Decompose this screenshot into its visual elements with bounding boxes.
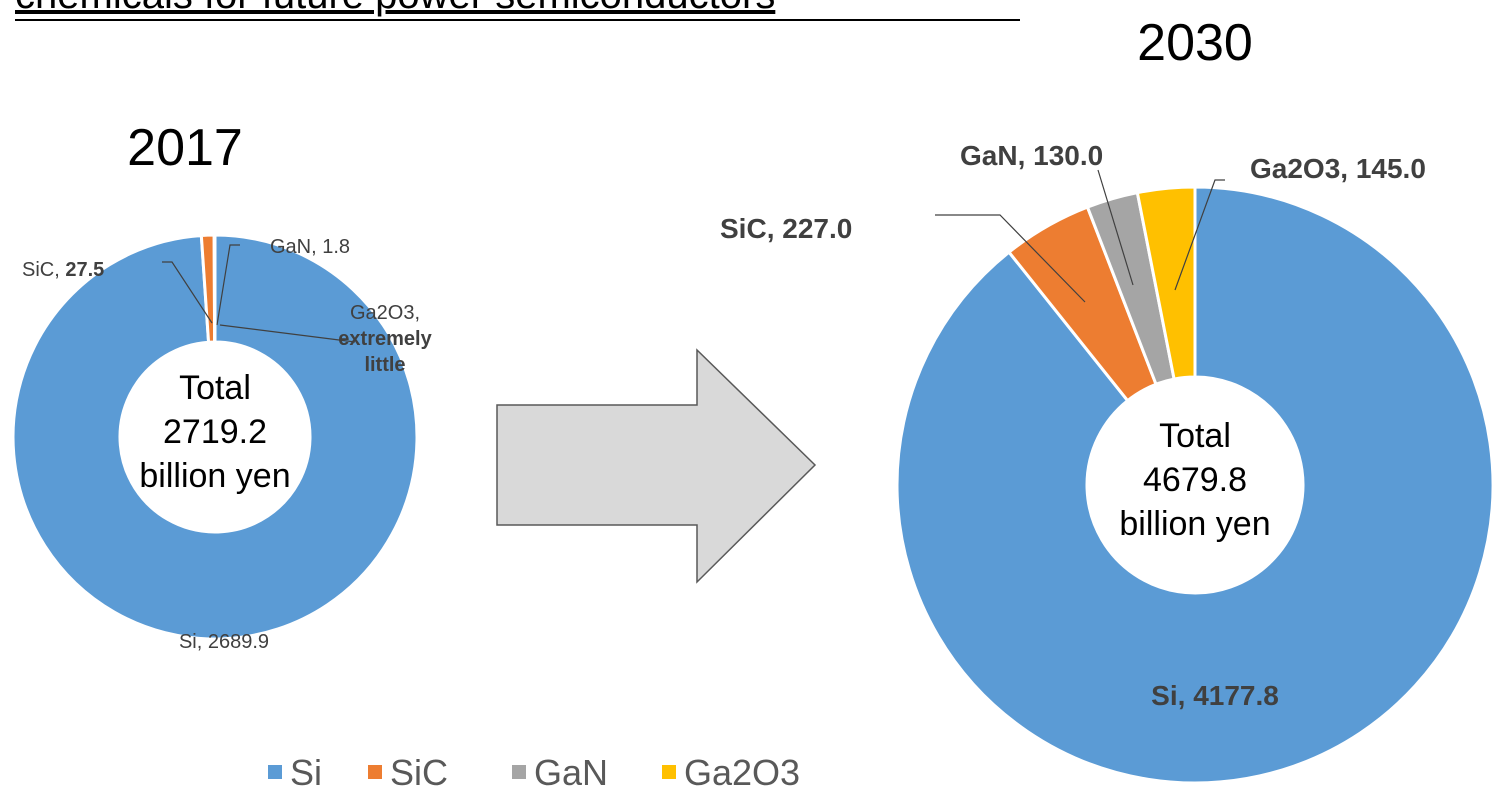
- legend-swatch: [662, 765, 676, 779]
- leader-line: [935, 214, 1086, 303]
- leader-line: [216, 244, 240, 326]
- label-name: Si: [179, 631, 197, 653]
- label-name: GaN: [960, 140, 1018, 171]
- leader-line: [162, 261, 213, 324]
- center-unit: billion yen: [1119, 505, 1270, 543]
- center-label: Total: [179, 369, 251, 407]
- center-total: 4679.8: [1143, 461, 1247, 499]
- center-label: Total: [1159, 417, 1231, 455]
- label-separator: ,: [1178, 680, 1194, 711]
- label-separator: ,: [54, 259, 65, 281]
- legend-swatch: [268, 765, 282, 779]
- label-value: extremely little: [338, 328, 432, 376]
- label-name: SiC: [720, 213, 767, 244]
- legend-label: Si: [290, 752, 322, 793]
- legend-label: Ga2O3: [684, 752, 800, 793]
- legend-label: GaN: [534, 752, 608, 793]
- donut-hole: [121, 343, 309, 531]
- label-separator: ,: [767, 213, 783, 244]
- label-separator: ,: [311, 236, 322, 258]
- legend-swatch: [368, 765, 382, 779]
- leader-line: [1174, 179, 1225, 291]
- label-value: 1.8: [322, 236, 350, 258]
- leader-line: [1097, 169, 1134, 286]
- data-label: GaN, 1.8: [270, 236, 350, 258]
- label-value: 2689.9: [208, 631, 269, 653]
- page-title: chemicals for future power semiconductor…: [15, 0, 775, 17]
- chart-title: 2030: [1137, 14, 1253, 72]
- data-label: Ga2O3, 145.0: [1250, 153, 1426, 184]
- legend-label: SiC: [390, 752, 448, 793]
- label-value: 227.0: [782, 213, 852, 244]
- data-label: Ga2O3, extremely little: [315, 300, 455, 378]
- data-label: Si, 4177.8: [1151, 680, 1279, 711]
- donut-slice: [11, 233, 419, 641]
- label-separator: ,: [1340, 153, 1356, 184]
- label-value: 27.5: [65, 259, 104, 281]
- label-value: 145.0: [1356, 153, 1426, 184]
- label-separator: ,: [1018, 140, 1034, 171]
- center-total: 2719.2: [163, 413, 267, 451]
- label-value: 130.0: [1033, 140, 1103, 171]
- data-label: SiC, 27.5: [22, 259, 104, 281]
- leader-line: [219, 324, 356, 343]
- donut-slice: [1135, 185, 1197, 381]
- label-value: 4177.8: [1193, 680, 1279, 711]
- donut-slice: [895, 185, 1492, 785]
- data-label: SiC, 227.0: [720, 213, 852, 244]
- legend-swatch: [512, 765, 526, 779]
- donut-slice: [212, 233, 217, 344]
- arrow: [496, 348, 817, 584]
- data-label: Si, 2689.9: [179, 631, 269, 653]
- label-name: Si: [1151, 680, 1177, 711]
- data-label-box: Ga2O3, extremely little: [315, 300, 455, 378]
- center-unit: billion yen: [139, 457, 290, 495]
- label-name: Ga2O3: [1250, 153, 1340, 184]
- label-separator: ,: [197, 631, 208, 653]
- label-name: Ga2O3,: [349, 302, 421, 324]
- chart-title: 2017: [127, 119, 243, 177]
- data-label: GaN, 130.0: [960, 140, 1103, 171]
- donut-hole: [1088, 378, 1302, 592]
- label-name: SiC: [22, 259, 54, 281]
- label-name: GaN: [270, 236, 311, 258]
